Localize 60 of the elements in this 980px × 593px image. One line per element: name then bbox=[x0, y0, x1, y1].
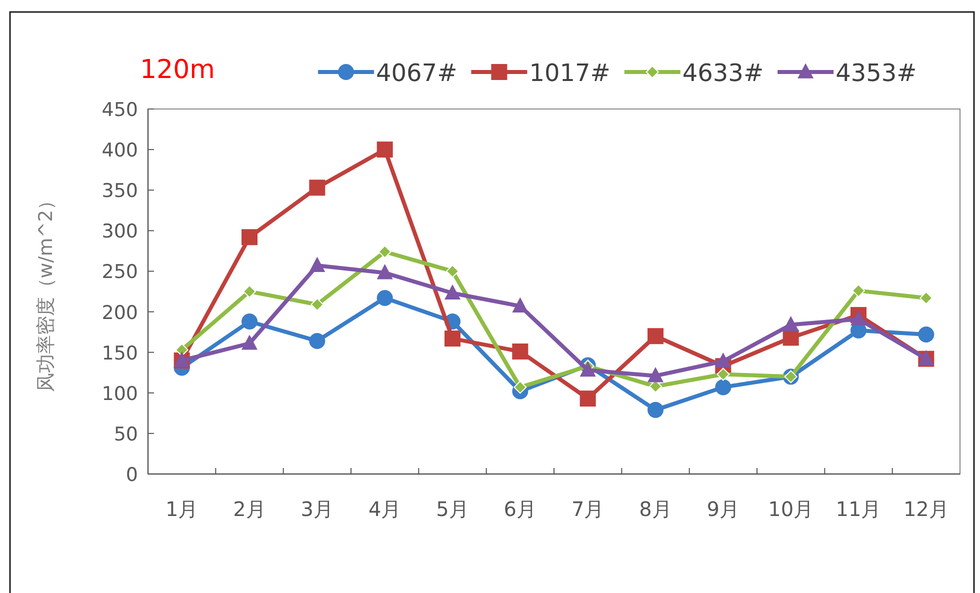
point bbox=[376, 264, 393, 280]
point bbox=[918, 326, 934, 342]
x-tick-label: 2月 bbox=[233, 497, 266, 521]
point bbox=[444, 330, 460, 347]
point bbox=[514, 380, 527, 394]
point bbox=[580, 361, 596, 377]
point bbox=[309, 180, 326, 196]
y-tick-label: 100 bbox=[102, 382, 138, 405]
x-tick-label: 1月 bbox=[165, 497, 198, 521]
point bbox=[243, 285, 256, 298]
x-tick-label: 6月 bbox=[504, 497, 537, 521]
point bbox=[852, 284, 865, 298]
point bbox=[376, 290, 393, 306]
point bbox=[648, 367, 664, 382]
point bbox=[310, 298, 324, 311]
point bbox=[446, 264, 459, 278]
point bbox=[850, 310, 866, 326]
point bbox=[309, 332, 326, 349]
x-tick-label: 11月 bbox=[836, 497, 882, 521]
y-axis-title: 风功率密度（w/m^2） bbox=[35, 190, 57, 392]
x-tick-label: 9月 bbox=[706, 497, 740, 521]
point bbox=[580, 390, 596, 407]
legend-label: 1017# bbox=[529, 59, 610, 87]
point bbox=[716, 368, 730, 381]
point bbox=[512, 297, 528, 312]
point bbox=[648, 402, 664, 418]
x-tick-label: 8月 bbox=[639, 497, 672, 521]
point bbox=[444, 284, 460, 300]
point bbox=[378, 245, 392, 258]
point bbox=[782, 316, 799, 332]
y-tick-label: 250 bbox=[102, 261, 138, 284]
y-tick-label: 300 bbox=[102, 220, 138, 243]
y-tick-label: 50 bbox=[114, 423, 138, 446]
x-tick-label: 7月 bbox=[571, 497, 604, 521]
y-tick-label: 150 bbox=[102, 342, 138, 364]
chart-title: 120m bbox=[140, 55, 215, 85]
point bbox=[242, 229, 258, 246]
x-tick-label: 5月 bbox=[436, 497, 469, 521]
point bbox=[376, 142, 393, 158]
point bbox=[309, 256, 326, 272]
point bbox=[242, 334, 258, 350]
y-tick-label: 350 bbox=[102, 180, 138, 202]
point bbox=[242, 314, 258, 330]
point bbox=[715, 352, 732, 368]
legend-label: 4067# bbox=[376, 59, 458, 87]
x-tick-label: 3月 bbox=[300, 497, 334, 521]
x-tick-label: 12月 bbox=[903, 497, 949, 521]
y-tick-label: 400 bbox=[102, 140, 138, 162]
y-tick-label: 0 bbox=[126, 464, 138, 486]
point bbox=[648, 328, 664, 344]
x-tick-label: 10月 bbox=[768, 497, 814, 521]
legend-label: 4633# bbox=[682, 59, 764, 87]
point bbox=[782, 330, 799, 346]
point bbox=[920, 291, 933, 304]
x-tick-label: 4月 bbox=[368, 497, 402, 521]
point bbox=[715, 379, 732, 396]
y-tick-label: 200 bbox=[102, 302, 138, 324]
y-tick-label: 450 bbox=[102, 99, 138, 121]
legend-label: 4353# bbox=[836, 59, 917, 87]
point bbox=[512, 344, 528, 360]
